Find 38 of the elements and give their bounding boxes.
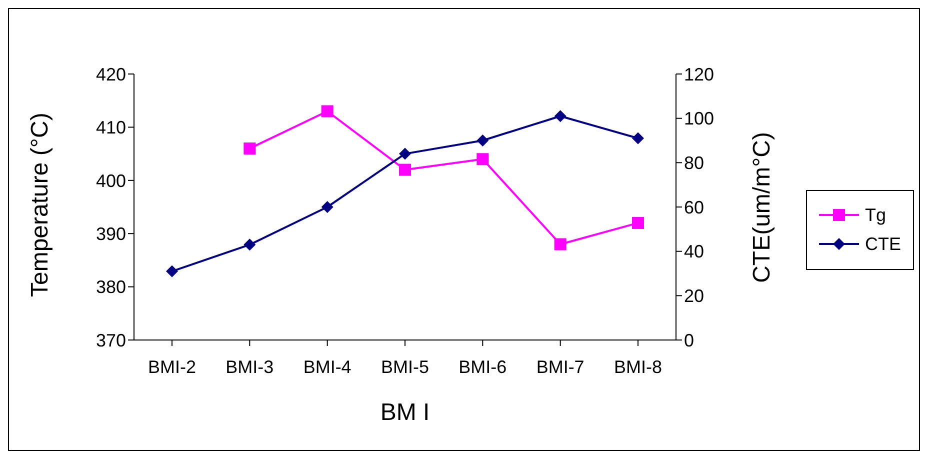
point xyxy=(554,110,566,122)
point xyxy=(476,153,489,166)
y-tick-label: 390 xyxy=(96,224,126,244)
point xyxy=(399,148,411,160)
point xyxy=(244,238,256,251)
y-axis-title: Temperature (°C) xyxy=(26,112,54,297)
x-tick-label: BMI-7 xyxy=(536,356,584,377)
point xyxy=(321,105,334,118)
point xyxy=(244,142,256,154)
point xyxy=(399,164,411,176)
x-tick-label: BMI-5 xyxy=(380,356,430,377)
point xyxy=(554,238,566,250)
x-tick-label: BMI-4 xyxy=(303,356,352,377)
x-tick-label: BMI-2 xyxy=(148,356,196,377)
point xyxy=(632,216,644,229)
y2-axis-title: CTE(um/m°C) xyxy=(748,132,776,283)
y2-tick-label: 60 xyxy=(684,197,704,218)
y-tick-label: 400 xyxy=(96,170,126,191)
point xyxy=(476,134,489,146)
y-tick-label: 380 xyxy=(96,277,126,298)
legend-label: Tg xyxy=(865,204,886,226)
x-tick-label: BMI-3 xyxy=(226,356,274,377)
y2-tick-label: 0 xyxy=(684,330,694,350)
y2-tick-label: 20 xyxy=(684,286,704,306)
point xyxy=(321,201,334,213)
x-axis-title: BM I xyxy=(380,399,430,426)
y-tick-label: 420 xyxy=(96,64,126,84)
point xyxy=(632,132,644,144)
x-tick-label: BMI-6 xyxy=(458,356,507,377)
y2-tick-label: 80 xyxy=(684,153,704,174)
x-tick-label: BMI-8 xyxy=(614,356,662,377)
y-tick-label: 410 xyxy=(96,118,126,138)
y-tick-label: 370 xyxy=(96,330,126,350)
y2-tick-label: 100 xyxy=(684,108,714,129)
legend-label: CTE xyxy=(865,234,901,254)
y2-tick-label: 120 xyxy=(684,64,714,84)
point xyxy=(166,265,178,278)
y2-tick-label: 40 xyxy=(684,242,704,262)
